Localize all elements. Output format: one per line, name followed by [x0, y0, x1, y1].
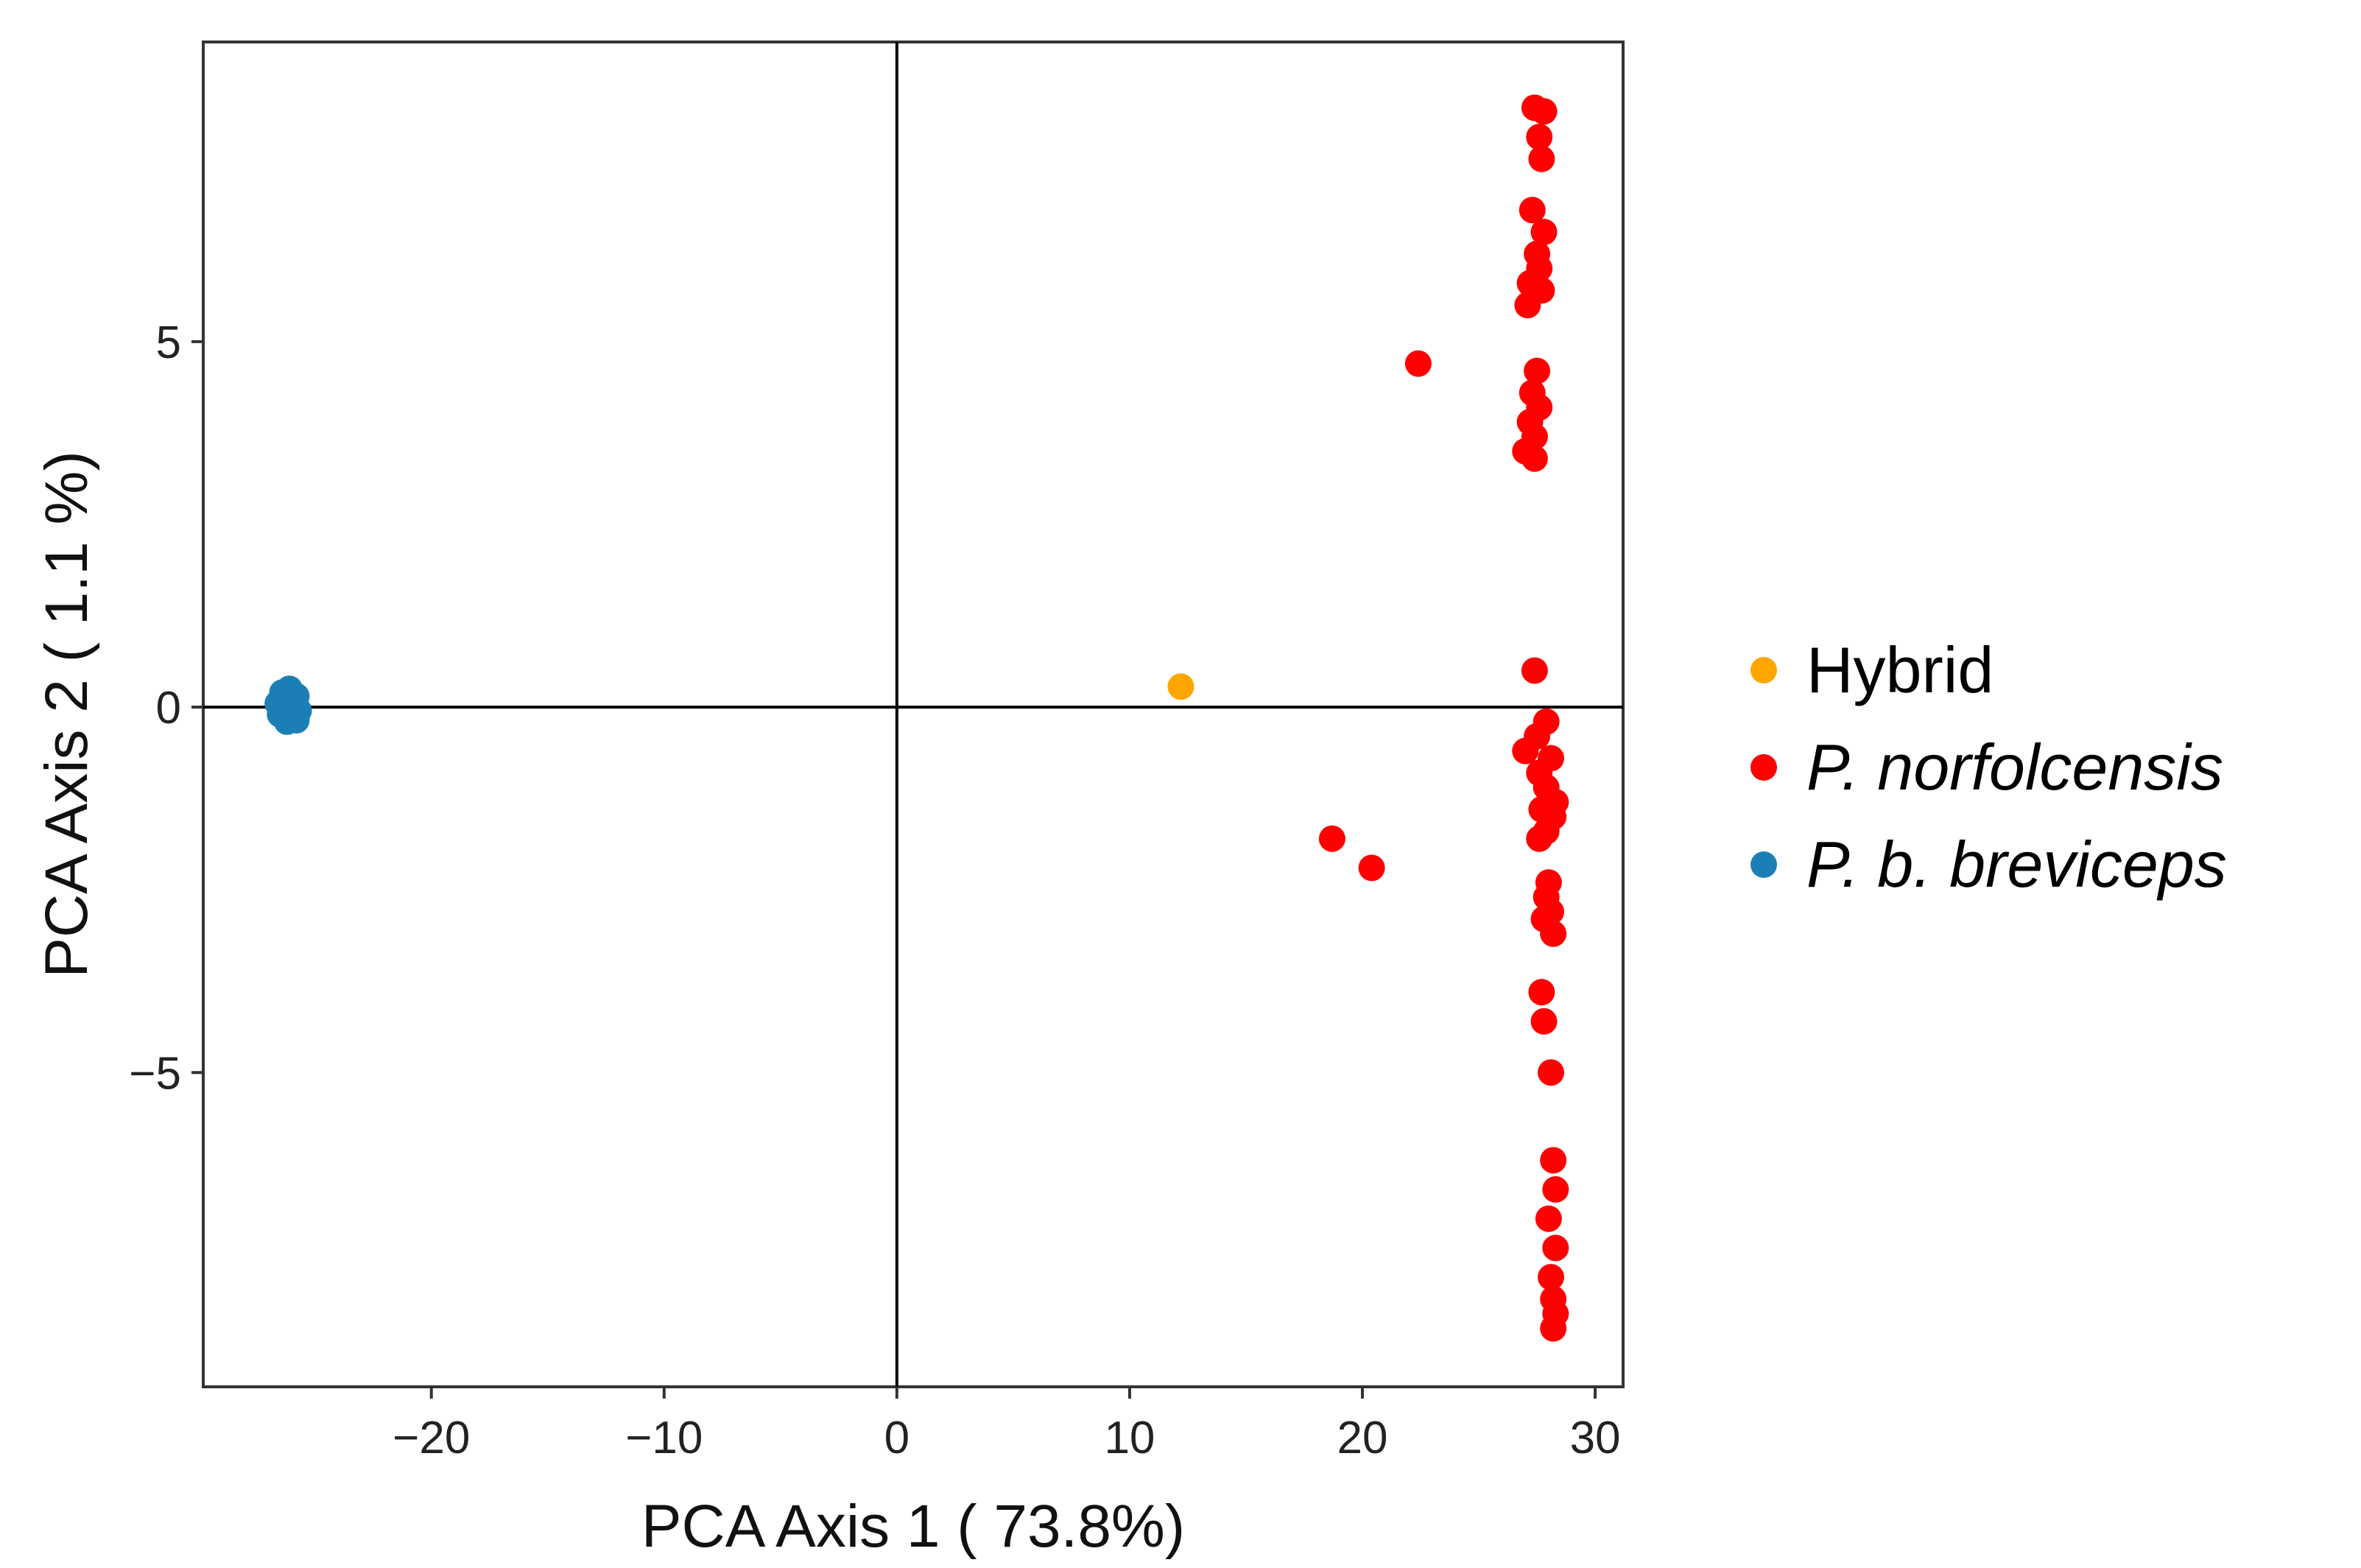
legend-swatch-p-b-breviceps — [1750, 851, 1777, 878]
y-axis-ticks: −5 0 5 — [129, 317, 203, 1099]
x-tick-label: −20 — [393, 1413, 470, 1463]
legend: Hybrid P. norfolcensis P. b. breviceps — [1750, 633, 2227, 901]
point-p-norfolcensis — [1540, 920, 1567, 947]
point-p-norfolcensis — [1404, 350, 1432, 377]
y-tick-label: 0 — [156, 683, 181, 734]
point-p-norfolcensis — [1521, 657, 1548, 684]
x-tick-label: 0 — [884, 1413, 909, 1463]
x-tick-label: −10 — [625, 1413, 703, 1463]
point-p-norfolcensis — [1528, 979, 1555, 1006]
point-p-norfolcensis — [1538, 1059, 1565, 1086]
point-p-norfolcensis — [1530, 219, 1558, 246]
point-p-norfolcensis — [1535, 1205, 1562, 1232]
point-p-norfolcensis — [1514, 292, 1541, 319]
y-tick-label: 5 — [156, 317, 181, 368]
point-p-norfolcensis — [1358, 854, 1385, 882]
legend-swatch-p-norfolcensis — [1750, 754, 1777, 781]
y-axis-title: PCA Axis 2 ( 1.1 %) — [33, 451, 100, 978]
point-p-norfolcensis — [1530, 1008, 1558, 1035]
legend-label-p-norfolcensis: P. norfolcensis — [1806, 731, 2223, 804]
x-tick-label: 30 — [1570, 1413, 1621, 1463]
x-tick-label: 10 — [1104, 1413, 1155, 1463]
x-axis-ticks: −20 −10 0 10 20 30 — [393, 1387, 1621, 1463]
scatter-points — [264, 94, 1569, 1342]
point-p-norfolcensis — [1526, 825, 1553, 852]
point-p-norfolcensis — [1526, 124, 1553, 151]
legend-label-p-b-breviceps: P. b. breviceps — [1806, 828, 2227, 901]
point-hybrid — [1167, 673, 1194, 700]
point-p-norfolcensis — [1530, 98, 1558, 125]
point-p-norfolcensis — [1540, 1147, 1567, 1174]
point-p-norfolcensis — [1542, 1234, 1569, 1262]
legend-swatch-hybrid — [1750, 657, 1777, 683]
plot-frame — [202, 41, 1625, 1388]
x-tick-label: 20 — [1337, 1413, 1388, 1463]
point-p-b-breviceps — [283, 706, 310, 734]
point-p-norfolcensis — [1519, 197, 1546, 224]
point-p-norfolcensis — [1318, 825, 1345, 852]
point-p-norfolcensis — [1538, 1264, 1565, 1291]
y-tick-label: −5 — [129, 1048, 181, 1099]
point-p-norfolcensis — [1540, 1315, 1567, 1342]
point-p-norfolcensis — [1521, 445, 1548, 472]
legend-label-hybrid: Hybrid — [1806, 633, 1994, 706]
point-p-norfolcensis — [1528, 145, 1555, 172]
point-p-norfolcensis — [1512, 737, 1539, 764]
point-p-norfolcensis — [1524, 357, 1551, 384]
x-axis-title: PCA Axis 1 ( 73.8%) — [641, 1493, 1185, 1560]
point-p-norfolcensis — [1542, 1176, 1569, 1203]
point-p-b-breviceps — [269, 686, 296, 714]
